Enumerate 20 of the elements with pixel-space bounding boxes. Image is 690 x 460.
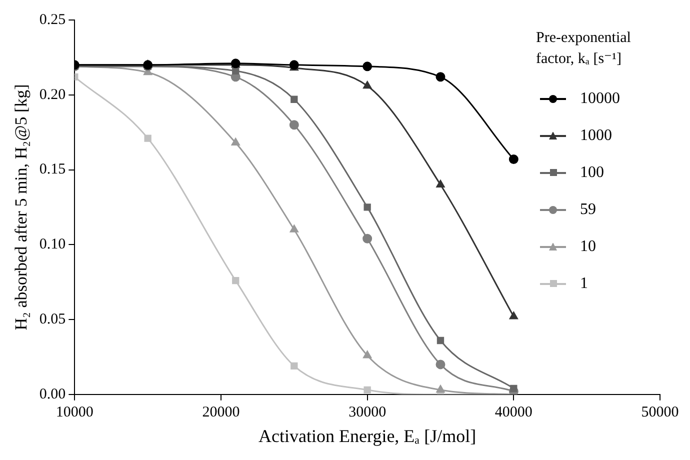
legend-title: Pre-exponential factor, kₐ [s⁻¹] [536, 29, 632, 69]
legend-label: 10000 [580, 90, 620, 108]
legend-label: 1 [580, 274, 588, 292]
y-tick-label: 0.10 [39, 236, 66, 253]
x-tick-label: 40000 [494, 404, 532, 420]
y-tick-label: 0.20 [39, 86, 66, 103]
legend-label: 59 [580, 200, 596, 218]
x-axis-title: Activation Energie, Eₐ [J/mol] [258, 426, 476, 446]
x-tick-label: 30000 [348, 404, 386, 420]
x-tick-label: 10000 [56, 404, 94, 420]
legend-label: 10 [580, 238, 596, 256]
y-tick-label: 0.05 [39, 311, 66, 328]
y-tick-label: 0.25 [39, 12, 66, 28]
x-tick-label: 20000 [202, 404, 240, 420]
x-tick-label: 50000 [641, 404, 679, 420]
legend-label: 1000 [580, 126, 612, 144]
y-axis-title: H₂ absorbed after 5 min, H₂@5 [kg] [12, 84, 31, 330]
y-tick-label: 0.00 [39, 386, 66, 402]
y-tick-label: 0.15 [39, 162, 66, 178]
legend-label: 100 [580, 164, 604, 182]
